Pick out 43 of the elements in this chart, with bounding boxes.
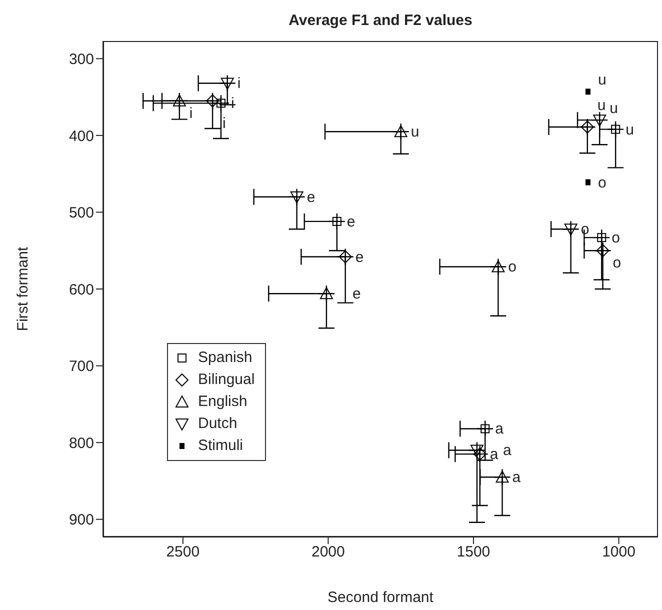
- y-tick-label: 900: [68, 512, 94, 529]
- x-axis-title: Second formant: [328, 589, 434, 606]
- annotation: a: [512, 469, 522, 486]
- y-tick-label: 400: [68, 128, 94, 145]
- point: [585, 179, 590, 186]
- annotation: u: [610, 100, 618, 118]
- annotation: u: [626, 121, 634, 138]
- x-tick-label: 2500: [166, 544, 200, 561]
- annotation: u: [597, 96, 606, 114]
- annotation: o: [612, 230, 620, 247]
- annotation: i: [230, 95, 234, 112]
- annotation: u: [598, 72, 606, 89]
- annotation: e: [352, 286, 361, 303]
- annotation: o: [580, 221, 590, 238]
- annotation: i: [237, 75, 241, 92]
- legend-label: Dutch: [198, 414, 238, 434]
- annotation: e: [346, 213, 356, 230]
- x-tick-label: 2000: [312, 544, 345, 561]
- annotation: o: [612, 254, 622, 272]
- legend-label: Spanish: [198, 348, 252, 368]
- annotation: u: [410, 124, 420, 141]
- legend-label: English: [198, 392, 248, 412]
- annotation: e: [355, 248, 364, 266]
- annotation: i: [222, 114, 226, 132]
- legend-label: Stimuli: [198, 436, 244, 456]
- legend-label: Bilingual: [198, 370, 255, 390]
- y-tick-label: 800: [68, 434, 94, 452]
- chart-title: Average F1 and F2 values: [288, 12, 474, 29]
- annotation: o: [508, 258, 517, 276]
- y-tick-label: 500: [68, 204, 94, 222]
- annotation: a: [490, 446, 499, 464]
- x-tick-label: 1500: [456, 544, 490, 561]
- y-tick-label: 700: [68, 358, 94, 376]
- x-tick-label: 1000: [602, 544, 636, 561]
- y-tick-label: 600: [68, 281, 94, 298]
- annotation: a: [502, 442, 512, 460]
- y-axis-title: First formant: [14, 246, 32, 332]
- annotation: e: [306, 188, 316, 206]
- annotation: i: [189, 104, 193, 122]
- annotation: o: [598, 174, 606, 192]
- point: [585, 88, 590, 95]
- y-tick-label: 300: [68, 50, 94, 68]
- annotation: a: [495, 420, 504, 438]
